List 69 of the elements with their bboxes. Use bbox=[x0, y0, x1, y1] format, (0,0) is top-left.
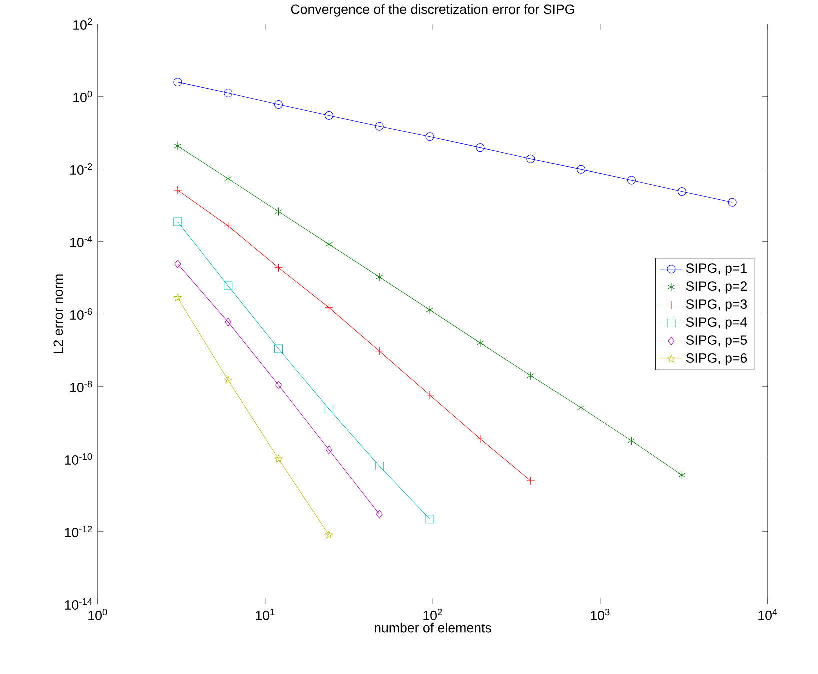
point bbox=[577, 166, 586, 174]
y-tick-label: 10$^{-14}$ bbox=[65, 598, 92, 610]
point bbox=[174, 260, 182, 269]
point bbox=[325, 240, 333, 249]
x-tick-label: 10$^{1}$ bbox=[256, 609, 275, 621]
x-axis-title: number of elements bbox=[374, 623, 492, 633]
point bbox=[174, 142, 182, 151]
point bbox=[224, 376, 232, 384]
point bbox=[324, 304, 334, 312]
point bbox=[174, 218, 182, 227]
y-tick-label: 10$^{2}$ bbox=[74, 18, 92, 30]
point bbox=[375, 347, 384, 356]
y-tick-label: 10$^{-6}$ bbox=[70, 308, 92, 320]
point bbox=[376, 510, 383, 519]
point bbox=[728, 198, 737, 208]
y-tick-label: 10$^{-8}$ bbox=[70, 381, 92, 393]
chart-title: Convergence of the discretization error for SIPG bbox=[291, 4, 574, 18]
point bbox=[225, 318, 232, 327]
point bbox=[476, 144, 485, 152]
x-tick-label: 10$^{3}$ bbox=[591, 609, 610, 621]
point bbox=[324, 112, 334, 120]
point bbox=[224, 174, 232, 184]
point bbox=[325, 531, 334, 539]
point bbox=[174, 294, 182, 302]
point bbox=[275, 208, 282, 216]
point bbox=[476, 435, 485, 444]
point bbox=[375, 122, 384, 132]
point bbox=[274, 100, 284, 110]
point bbox=[274, 344, 284, 354]
point bbox=[174, 186, 182, 195]
point bbox=[426, 515, 434, 524]
point bbox=[375, 462, 384, 471]
legend-label: SIPG, p=5 bbox=[686, 336, 748, 348]
y-axis-title: L2 error norm bbox=[54, 274, 64, 354]
point bbox=[426, 391, 434, 400]
legend-label: SIPG, p=2 bbox=[686, 282, 747, 294]
y-tick-label: 10$^{0}$ bbox=[74, 91, 92, 103]
legend-label: SIPG, p=4 bbox=[686, 318, 748, 330]
point bbox=[476, 339, 484, 348]
point bbox=[224, 222, 233, 231]
point bbox=[224, 282, 233, 291]
point bbox=[526, 477, 536, 486]
point bbox=[426, 306, 434, 315]
point bbox=[376, 273, 384, 282]
point bbox=[628, 436, 636, 446]
y-tick-label: 10$^{-10}$ bbox=[65, 454, 92, 466]
x-tick-label: 10$^{2}$ bbox=[424, 609, 442, 621]
point bbox=[678, 188, 686, 196]
point bbox=[678, 471, 686, 480]
point bbox=[224, 89, 233, 98]
point bbox=[274, 264, 284, 272]
point bbox=[527, 372, 535, 380]
y-tick-label: 10$^{-2}$ bbox=[70, 164, 92, 176]
y-tick-label: 10$^{-12}$ bbox=[65, 526, 92, 538]
x-tick-label: 10$^{0}$ bbox=[88, 609, 108, 621]
point bbox=[627, 176, 636, 185]
y-tick-label: 10$^{-4}$ bbox=[70, 236, 92, 248]
point bbox=[324, 405, 334, 414]
legend-label: SIPG, p=6 bbox=[686, 354, 748, 366]
point bbox=[578, 404, 586, 412]
point bbox=[526, 155, 536, 164]
legend-label: SIPG, p=3 bbox=[686, 300, 748, 312]
legend-label: SIPG, p=1 bbox=[686, 264, 748, 276]
point bbox=[426, 132, 434, 142]
point bbox=[174, 78, 182, 87]
point bbox=[274, 455, 283, 463]
point bbox=[275, 381, 282, 390]
point bbox=[326, 446, 332, 454]
x-tick-label: 10$^{4}$ bbox=[758, 609, 778, 621]
